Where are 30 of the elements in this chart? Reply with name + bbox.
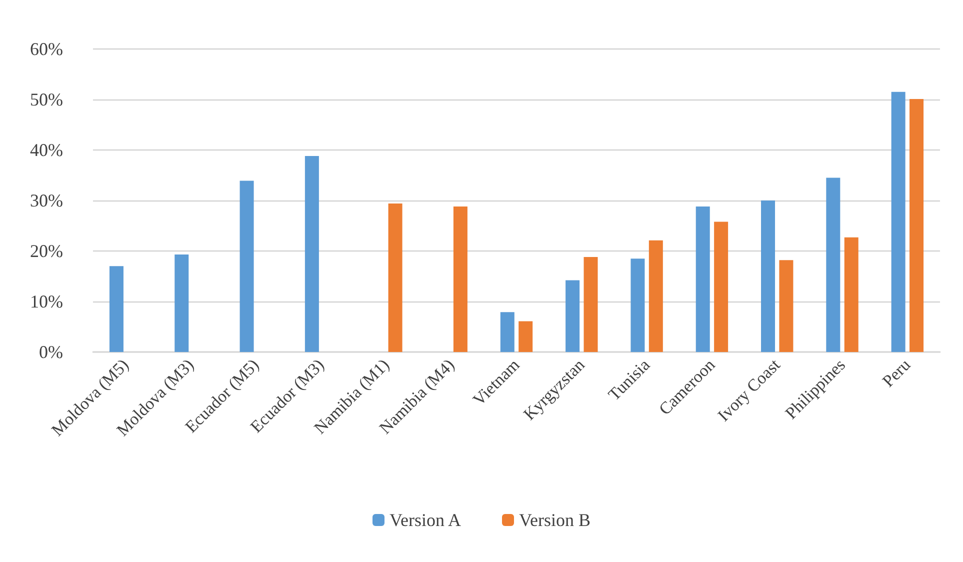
legend-label: Version B bbox=[518, 510, 590, 530]
bar bbox=[174, 254, 189, 352]
legend-label: Version A bbox=[390, 510, 462, 530]
bar bbox=[891, 92, 906, 352]
y-tick-label: 30% bbox=[30, 190, 63, 210]
bar bbox=[648, 240, 663, 352]
bar bbox=[240, 180, 254, 352]
bar bbox=[630, 258, 645, 352]
y-tick-label: 60% bbox=[30, 39, 63, 59]
bar bbox=[844, 237, 858, 352]
bar bbox=[696, 206, 710, 352]
y-tick-label: 10% bbox=[30, 292, 63, 312]
bar bbox=[518, 321, 533, 352]
bar bbox=[910, 98, 924, 352]
bar bbox=[714, 222, 728, 352]
y-tick-label: 50% bbox=[30, 90, 63, 110]
y-tick-label: 0% bbox=[39, 342, 63, 362]
bar bbox=[388, 204, 402, 352]
bar bbox=[566, 280, 580, 352]
bar bbox=[453, 206, 468, 352]
y-tick-label: 20% bbox=[30, 241, 63, 261]
bar bbox=[826, 178, 840, 352]
bar bbox=[109, 266, 124, 352]
bar bbox=[779, 260, 794, 352]
bar bbox=[304, 156, 319, 352]
y-tick-label: 40% bbox=[30, 140, 63, 160]
bar bbox=[500, 312, 514, 352]
bar bbox=[584, 257, 598, 352]
bar bbox=[761, 200, 776, 352]
x-tick-label: Peru bbox=[878, 354, 914, 391]
